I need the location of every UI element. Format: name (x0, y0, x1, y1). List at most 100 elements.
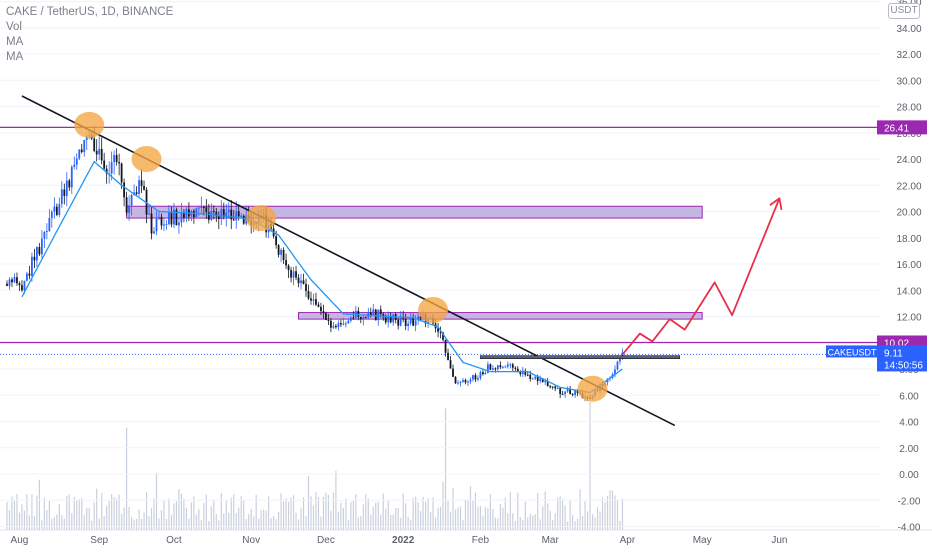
candle (23, 280, 26, 291)
volume-bar (382, 493, 384, 530)
candle (93, 138, 96, 151)
candle (409, 317, 412, 324)
candle (95, 150, 98, 155)
candle (63, 189, 66, 197)
volume-bar (91, 520, 93, 530)
volume-bar (218, 520, 220, 530)
candle (359, 316, 362, 320)
candle (549, 386, 552, 388)
candle (317, 304, 320, 307)
x-tick-label-0: Aug (11, 535, 29, 546)
volume-bar (116, 498, 118, 530)
volume-bar (387, 500, 389, 530)
volume-bar (208, 521, 210, 530)
symbol-title[interactable]: CAKE / TetherUS, 1D, BINANCE (6, 6, 174, 18)
x-tick-label-10: Jun (771, 535, 787, 546)
highlight-circle-1[interactable] (131, 146, 162, 172)
volume-bar (454, 509, 457, 530)
volume-bar (73, 497, 75, 530)
volume-bar (370, 514, 372, 530)
candle (447, 352, 449, 361)
volume-bar (163, 500, 165, 530)
volume-bar (140, 518, 143, 530)
volume-bar (457, 507, 459, 530)
candle (237, 211, 240, 217)
candle (556, 388, 559, 390)
candle (524, 370, 527, 375)
volume-bar (564, 505, 566, 530)
candle (118, 162, 121, 164)
volume-bar (310, 496, 312, 530)
volume-bar (165, 518, 168, 530)
volume-bar (185, 507, 188, 530)
price-axis-bg[interactable] (882, 0, 932, 550)
volume-bar (489, 494, 491, 530)
volume-bar (46, 509, 48, 530)
volume-bar (38, 479, 40, 530)
volume-bar (312, 505, 315, 530)
candle (459, 381, 462, 383)
candle (28, 273, 31, 276)
candle (245, 215, 248, 224)
candle (482, 372, 484, 375)
ma-line (21, 160, 623, 394)
volume-bar (549, 510, 551, 530)
candle (457, 382, 459, 384)
candle (275, 236, 278, 246)
volume-bar (497, 518, 499, 530)
volume-bar (106, 506, 108, 530)
candle (58, 204, 61, 215)
volume-bar (101, 493, 103, 530)
indicator-vol[interactable]: Vol (6, 21, 22, 33)
volume-bar (459, 506, 462, 530)
resistance-segment[interactable] (480, 355, 681, 359)
candle (519, 372, 522, 375)
highlight-circle-0[interactable] (74, 111, 105, 138)
candle (222, 209, 225, 217)
volume-bar (83, 515, 85, 530)
currency-button[interactable]: USDT (888, 3, 920, 19)
highlight-circle-3[interactable] (418, 296, 449, 323)
volume-bar (410, 519, 412, 530)
highlight-circle-2[interactable] (246, 205, 277, 232)
y-tick-label-17: 2.00 (899, 444, 919, 455)
zone-0[interactable] (126, 205, 703, 219)
volume-bar (474, 492, 477, 530)
candle (452, 368, 454, 377)
zones (126, 205, 703, 320)
volume-bar (342, 507, 344, 530)
projection-path[interactable] (621, 198, 781, 356)
volume-bar (280, 493, 282, 530)
candle (292, 271, 295, 278)
volume-bar (86, 507, 88, 530)
candle (40, 238, 43, 255)
volume-bar (554, 513, 556, 530)
volume-bar (527, 517, 529, 530)
candle (215, 211, 218, 217)
highlight-circle-4[interactable] (577, 375, 608, 402)
candle (300, 280, 302, 284)
volume-bar (534, 514, 536, 530)
candle (307, 291, 310, 299)
candle (65, 180, 68, 197)
candle (387, 316, 390, 323)
candle (566, 389, 569, 392)
indicator-ma-2[interactable]: MA (6, 51, 24, 63)
time-axis-bg[interactable] (0, 530, 932, 550)
candle (235, 211, 238, 221)
volume-bar (380, 514, 382, 530)
volume-bar (215, 513, 217, 530)
candle (21, 285, 23, 291)
volume-bar (332, 492, 335, 530)
candle (26, 273, 28, 281)
volume-bar (198, 509, 200, 530)
volume-bar (190, 502, 192, 530)
candle (614, 369, 616, 375)
zone-1[interactable] (298, 312, 703, 320)
volume-bar (71, 513, 73, 530)
candle (60, 189, 63, 205)
trendline[interactable] (21, 95, 676, 427)
indicator-ma-1[interactable]: MA (6, 36, 24, 48)
